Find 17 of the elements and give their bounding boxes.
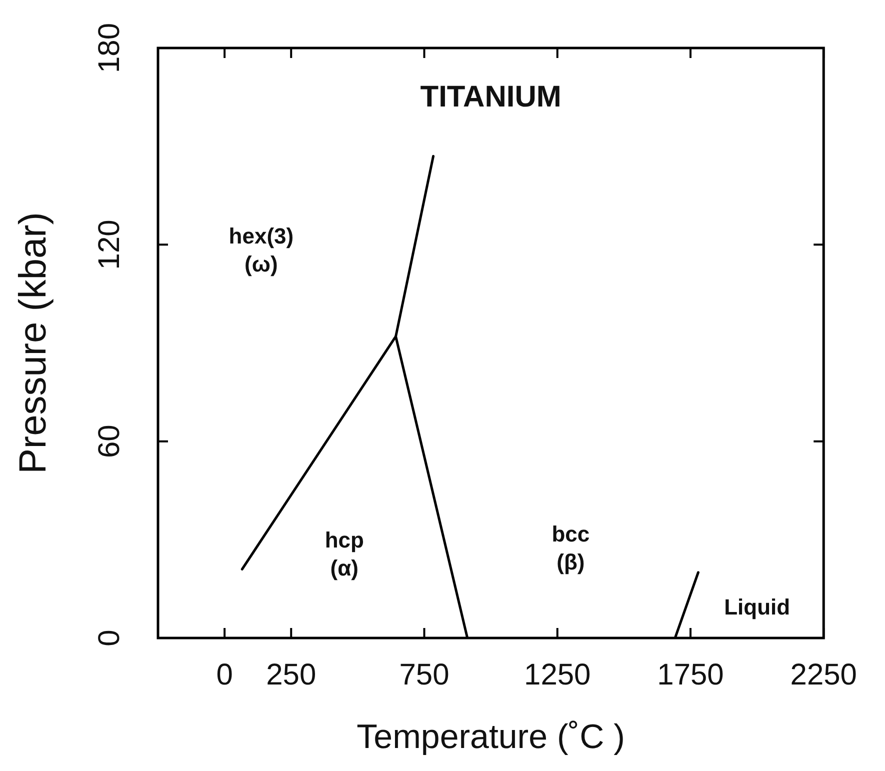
x-tick-label: 250 (266, 658, 316, 692)
annotation: bcc (β) (552, 522, 590, 575)
y-tick-label: 0 (93, 630, 126, 646)
y-axis-title: Pressure (kbar) (12, 212, 54, 474)
x-tick-label: 1250 (524, 658, 591, 692)
annotation: hex(3) (ω) (228, 224, 294, 277)
x-tick-label: 2250 (790, 658, 858, 692)
x-tick-label: 1750 (657, 658, 724, 692)
y-tick-label: 120 (93, 220, 126, 270)
x-tick-label: 750 (399, 658, 450, 692)
x-axis-title: Temperature (˚C ) (356, 718, 625, 756)
y-tick-label: 180 (93, 22, 126, 74)
y-tick-label: 60 (93, 424, 126, 458)
annotation: Liquid (724, 594, 790, 620)
annotation: hcp (α) (324, 527, 364, 580)
text: TITANIUM (420, 80, 562, 114)
x-tick-label: 0 (216, 658, 233, 692)
